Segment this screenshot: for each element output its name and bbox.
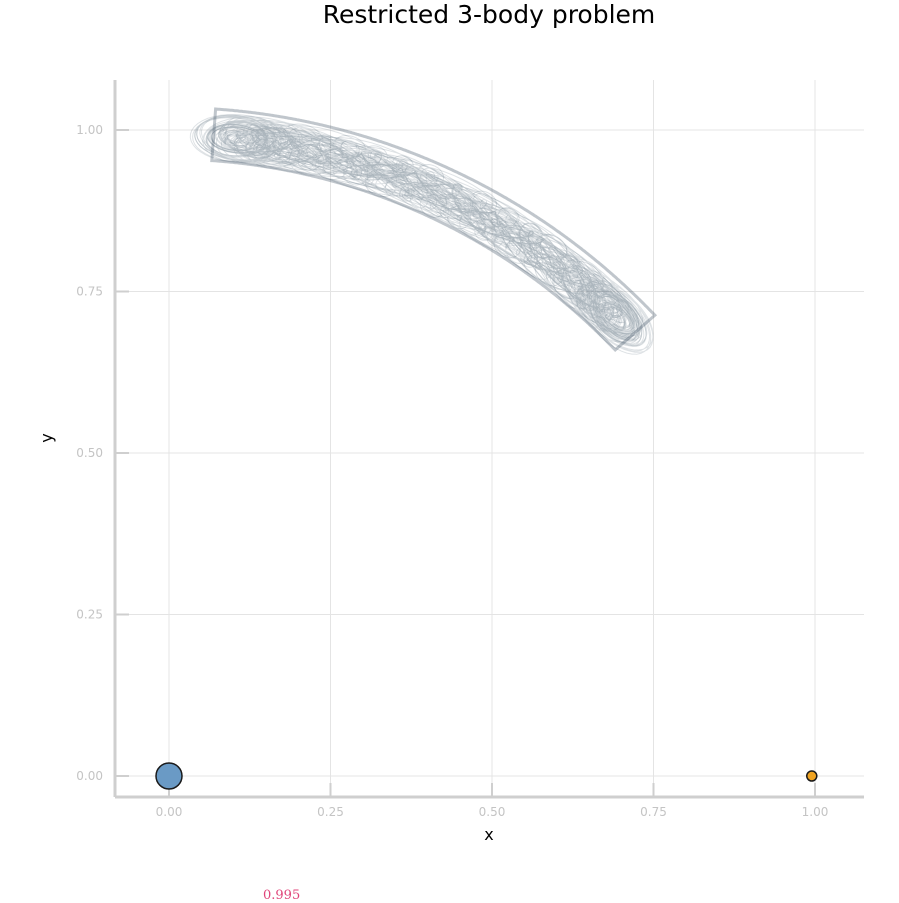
x-tick-label: 0.25 <box>317 805 344 819</box>
secondary-body <box>806 770 818 782</box>
y-tick-label: 0.25 <box>76 608 103 622</box>
grid <box>115 80 864 797</box>
footer-note: 0.995 <box>263 888 301 903</box>
y-tick-label: 0.00 <box>76 769 103 783</box>
trajectory <box>189 107 658 355</box>
x-axis-label: x <box>484 825 493 844</box>
trajectory-path <box>192 114 648 347</box>
chart-title: Restricted 3-body problem <box>323 0 656 29</box>
y-tick-label: 0.75 <box>76 285 103 299</box>
trajectory-path <box>207 123 654 355</box>
bodies <box>155 762 818 790</box>
x-tick-label: 0.50 <box>479 805 506 819</box>
axes: 0.00 0.25 0.50 0.75 1.00 0.00 0.25 0.50 0.75 1.00 <box>76 80 864 819</box>
trajectory-path <box>189 113 647 347</box>
trajectory-envelope <box>210 107 658 352</box>
primary-body <box>155 762 183 790</box>
y-tick-label: 1.00 <box>76 123 103 137</box>
x-tick-label: 0.75 <box>640 805 667 819</box>
x-tick-label: 0.00 <box>156 805 183 819</box>
y-axis-label: y <box>37 433 56 442</box>
y-tick-label: 0.50 <box>76 446 103 460</box>
x-tick-label: 1.00 <box>802 805 829 819</box>
